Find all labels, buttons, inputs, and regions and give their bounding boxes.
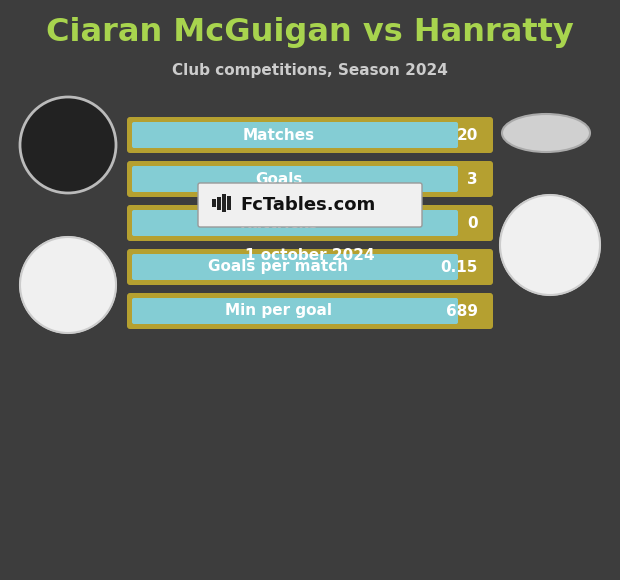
FancyBboxPatch shape: [127, 117, 493, 153]
Circle shape: [500, 195, 600, 295]
Bar: [222, 194, 226, 212]
Text: Club competitions, Season 2024: Club competitions, Season 2024: [172, 63, 448, 78]
Ellipse shape: [502, 114, 590, 152]
Text: 1 october 2024: 1 october 2024: [245, 248, 375, 263]
FancyBboxPatch shape: [132, 122, 458, 148]
Text: Hattricks: Hattricks: [239, 216, 318, 230]
FancyBboxPatch shape: [132, 166, 458, 192]
Text: FcTables.com: FcTables.com: [240, 196, 375, 214]
FancyBboxPatch shape: [132, 210, 458, 236]
Text: Min per goal: Min per goal: [225, 303, 332, 318]
Text: 0.15: 0.15: [441, 259, 478, 274]
Circle shape: [20, 97, 116, 193]
FancyBboxPatch shape: [127, 249, 493, 285]
Bar: [227, 196, 231, 210]
FancyBboxPatch shape: [198, 183, 422, 227]
FancyBboxPatch shape: [132, 254, 458, 280]
FancyBboxPatch shape: [127, 161, 493, 197]
FancyBboxPatch shape: [127, 293, 493, 329]
Bar: [212, 199, 216, 207]
Text: Ciaran McGuigan vs Hanratty: Ciaran McGuigan vs Hanratty: [46, 16, 574, 48]
Text: 3: 3: [467, 172, 478, 187]
Text: Goals per match: Goals per match: [208, 259, 348, 274]
Bar: [217, 197, 221, 209]
Text: Goals: Goals: [255, 172, 302, 187]
Text: 0: 0: [467, 216, 478, 230]
Text: 689: 689: [446, 303, 478, 318]
Text: 20: 20: [456, 128, 478, 143]
FancyBboxPatch shape: [127, 205, 493, 241]
Text: Matches: Matches: [242, 128, 314, 143]
FancyBboxPatch shape: [132, 298, 458, 324]
Circle shape: [20, 237, 116, 333]
